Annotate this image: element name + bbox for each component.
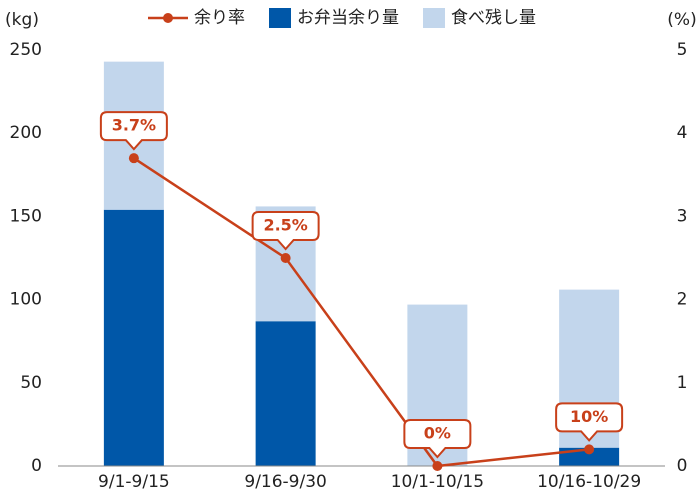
callout <box>99 111 168 151</box>
line <box>133 157 590 468</box>
bar <box>103 209 164 466</box>
y-tick-label: 100 <box>10 290 42 310</box>
callout <box>403 419 472 459</box>
line-point <box>128 153 139 164</box>
bar <box>559 447 620 466</box>
y-tick-label: 250 <box>10 40 42 60</box>
x-tick-label: 10/1-10/15 <box>391 472 484 492</box>
y2-tick-label: 5 <box>677 40 688 60</box>
y-axis-label: (kg) <box>5 10 39 30</box>
y2-tick-label: 1 <box>677 373 688 393</box>
y2-tick-label: 0 <box>677 456 688 476</box>
y-tick-label: 50 <box>20 373 42 393</box>
legend-label: お弁当余り量 <box>297 8 399 28</box>
callout <box>555 402 624 442</box>
legend-swatch <box>269 8 291 28</box>
x-tick-label: 9/1-9/15 <box>98 472 170 492</box>
line-point <box>584 444 595 455</box>
line-point <box>432 461 443 471</box>
y2-axis-label: (%) <box>667 10 696 30</box>
legend-label: 食べ残し量 <box>451 8 536 28</box>
y2-tick-label: 2 <box>677 290 688 310</box>
y-tick-label: 0 <box>31 456 42 476</box>
y-tick-label: 200 <box>10 123 42 143</box>
y2-tick-label: 3 <box>677 206 688 226</box>
value-label: 0% <box>424 424 451 443</box>
legend-dot <box>163 13 173 23</box>
y-tick-label: 150 <box>10 206 42 226</box>
legend-swatch <box>423 8 445 28</box>
callout <box>251 211 320 251</box>
value-label: 10% <box>570 407 608 426</box>
legend-label: 余り率 <box>194 8 245 28</box>
bar <box>255 321 316 466</box>
x-tick-label: 10/16-10/29 <box>537 472 641 492</box>
x-tick-label: 9/16-9/30 <box>244 472 327 492</box>
line-point <box>280 253 291 263</box>
value-label: 2.5% <box>263 216 307 235</box>
y2-tick-label: 4 <box>677 123 688 143</box>
value-label: 3.7% <box>112 116 156 135</box>
